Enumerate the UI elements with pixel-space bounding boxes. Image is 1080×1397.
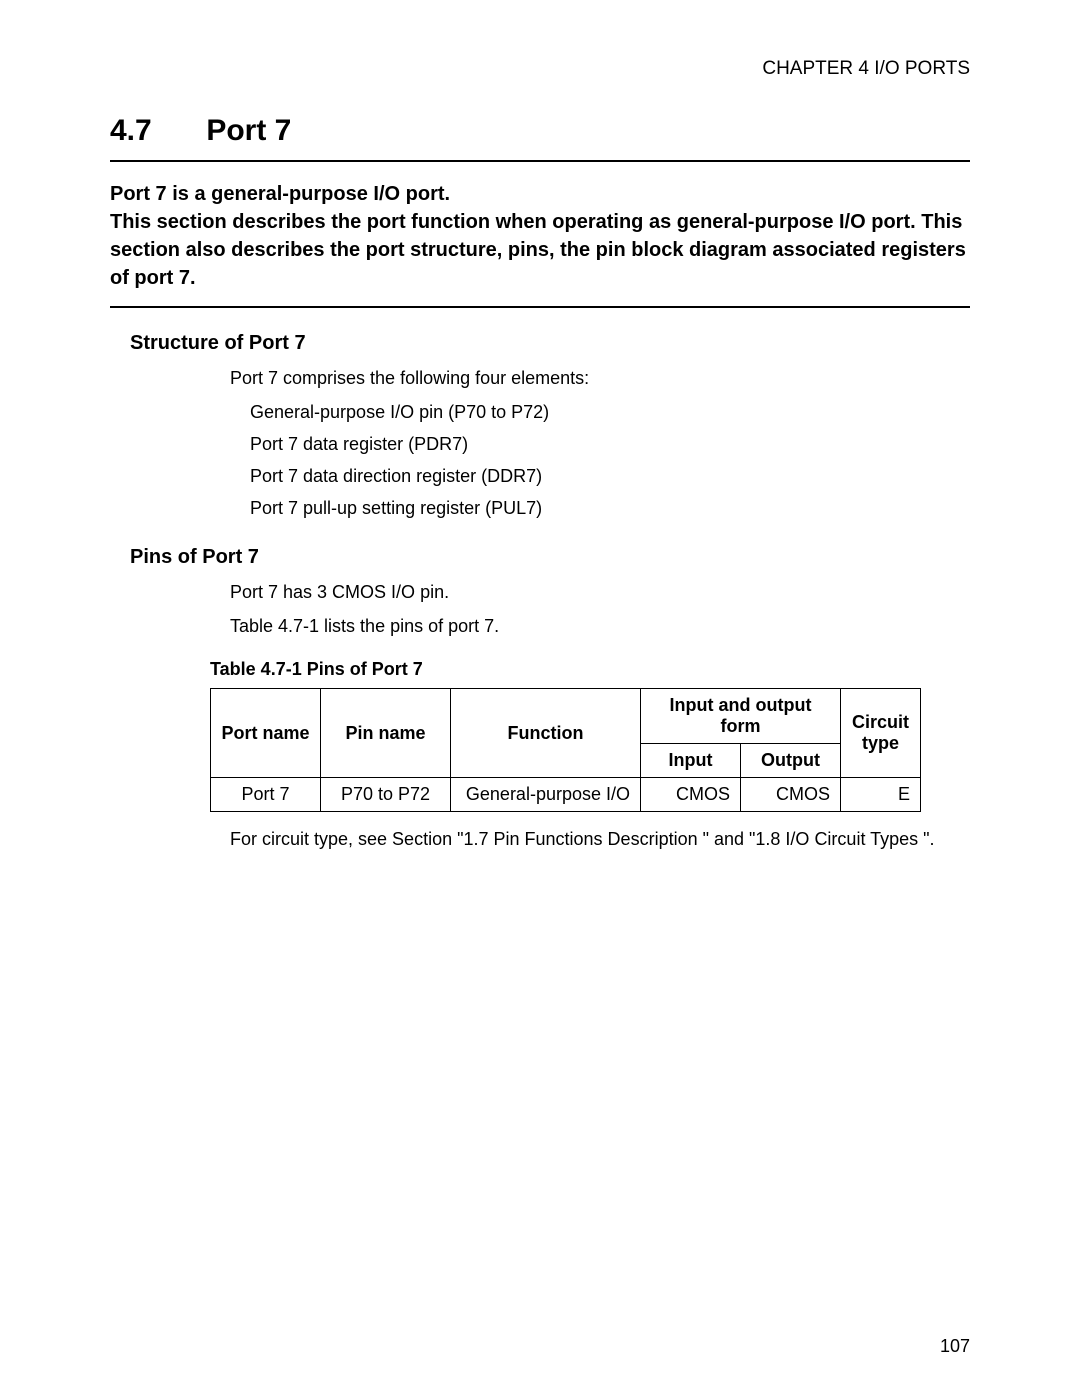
- cell-function: General-purpose I/O: [451, 778, 641, 812]
- col-pin-name: Pin name: [321, 689, 451, 778]
- rule-bottom: [110, 306, 970, 308]
- chapter-header: CHAPTER 4 I/O PORTS: [110, 58, 970, 80]
- col-output: Output: [741, 744, 841, 778]
- pins-lead-2: Table 4.7-1 lists the pins of port 7.: [230, 613, 970, 641]
- table-caption: Table 4.7-1 Pins of Port 7: [210, 659, 970, 680]
- table-footnote: For circuit type, see Section "1.7 Pin F…: [230, 826, 970, 853]
- section-number: 4.7: [110, 114, 198, 148]
- section-title: Port 7: [206, 114, 291, 147]
- pins-lead-1: Port 7 has 3 CMOS I/O pin.: [230, 579, 970, 607]
- structure-item: Port 7 data direction register (DDR7): [250, 463, 970, 491]
- col-port-name: Port name: [211, 689, 321, 778]
- structure-lead: Port 7 comprises the following four elem…: [230, 365, 970, 393]
- pins-table: Port name Pin name Function Input and ou…: [210, 688, 921, 812]
- structure-item: Port 7 data register (PDR7): [250, 431, 970, 459]
- pins-heading: Pins of Port 7: [130, 546, 970, 569]
- page: CHAPTER 4 I/O PORTS 4.7 Port 7 Port 7 is…: [0, 0, 1080, 853]
- cell-output: CMOS: [741, 778, 841, 812]
- cell-input: CMOS: [641, 778, 741, 812]
- section-heading: 4.7 Port 7: [110, 114, 970, 148]
- table-header-row-1: Port name Pin name Function Input and ou…: [211, 689, 921, 744]
- col-circuit-type: Circuit type: [841, 689, 921, 778]
- col-input: Input: [641, 744, 741, 778]
- page-number: 107: [940, 1336, 970, 1357]
- col-io-form: Input and output form: [641, 689, 841, 744]
- intro-paragraph: Port 7 is a general-purpose I/O port.Thi…: [110, 162, 970, 306]
- cell-port-name: Port 7: [211, 778, 321, 812]
- structure-heading: Structure of Port 7: [130, 332, 970, 355]
- table-row: Port 7 P70 to P72 General-purpose I/O CM…: [211, 778, 921, 812]
- cell-pin-name: P70 to P72: [321, 778, 451, 812]
- col-function: Function: [451, 689, 641, 778]
- structure-item: Port 7 pull-up setting register (PUL7): [250, 495, 970, 523]
- structure-item: General-purpose I/O pin (P70 to P72): [250, 399, 970, 427]
- cell-circuit-type: E: [841, 778, 921, 812]
